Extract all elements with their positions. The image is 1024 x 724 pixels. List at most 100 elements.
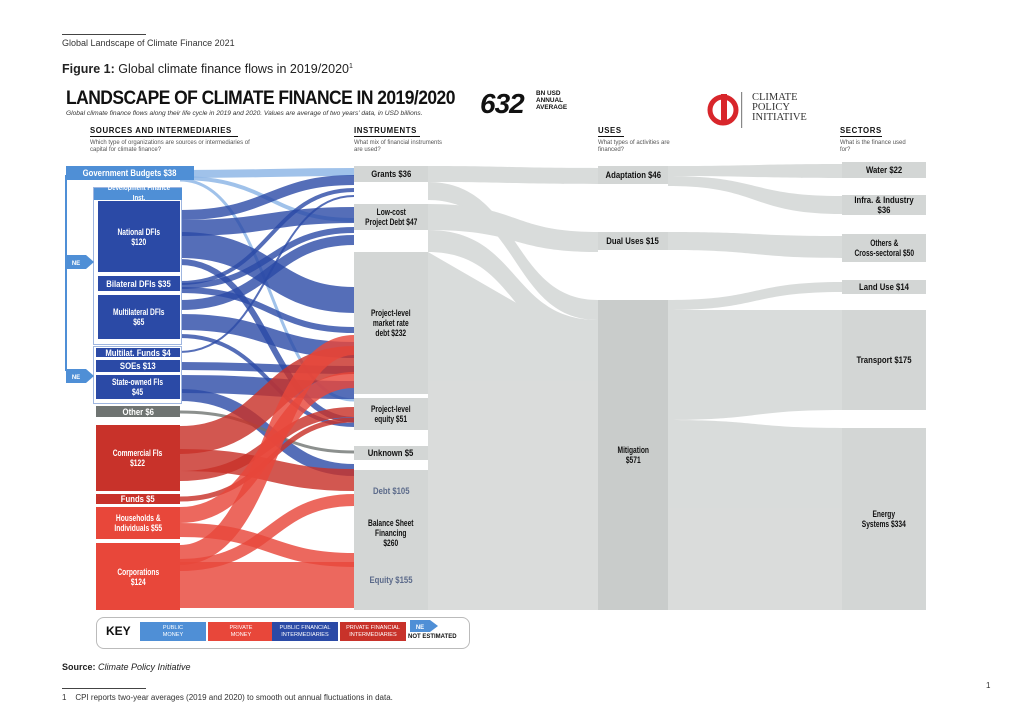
column-heading: SECTORS [840,126,882,137]
use-to-sector-flows [668,164,842,610]
sector-node-transport: Transport $175 [842,310,926,410]
source-label: Multilateral DFIs [113,307,165,317]
instrument-node-project-equity: Project-level equity $51 [354,398,428,430]
column-question: What is the finance used for? [840,140,906,153]
column-heading: USES [598,126,624,137]
instrument-to-use-flows [428,166,598,610]
key-item-label: PUBLIC [162,625,184,631]
ne-badge-icon: NE [66,255,94,269]
flow-bilateral-grants [179,188,355,285]
key-item-private-fi: PRIVATE FINANCIAL INTERMEDIARIES [340,622,406,641]
instrument-node-low-cost-debt: Low-cost Project Debt $47 [354,204,428,230]
instrument-label: Project-level [371,404,411,414]
source-node-corporations: Corporations $124 [96,543,180,610]
flow-mitigation-transport [668,310,842,420]
source-node-multilateral-dfis: Multilateral DFIs $65 [98,295,180,339]
column-question: What types of activities are financed? [598,140,670,153]
flow-national-grants [179,175,355,220]
footnote: 1 CPI reports two-year averages (2019 an… [62,693,393,702]
sector-node-others: Others & Cross-sectoral $50 [842,234,926,262]
column-heading: SOURCES AND INTERMEDIARIES [90,126,238,137]
key-ne-label: NOT ESTIMATED [408,634,457,640]
source-line: Source: Climate Policy Initiative [62,662,191,672]
key-item-private-money: PRIVATE MONEY [208,622,274,641]
source-label: Multilat. Funds $4 [105,347,171,358]
instrument-label: market rate [373,318,409,328]
key-ne-badge-icon: NE [410,620,438,632]
instrument-label: Equity $155 [369,575,413,585]
source-label: Bilateral DFIs $35 [106,278,172,289]
column-question: Which type of organizations are sources … [90,140,250,153]
flow-market-to-mitigation [428,252,598,610]
column-header-instruments: INSTRUMENTS What mix of financial instru… [354,126,444,154]
sector-node-energy: Energy Systems $334 [842,428,926,610]
source-value: Climate Policy Initiative [98,662,191,672]
source-value: $45 [132,387,144,397]
report-title: Global Landscape of Climate Finance 2021 [62,38,235,48]
use-node-adaptation: Adaptation $46 [598,166,668,184]
ne-connector-line [65,175,93,371]
use-label: Mitigation [617,445,649,455]
instrument-label: Low-cost [376,207,406,217]
instrument-label: Unknown $5 [368,448,414,458]
dev-finance-group-label: Development Finance Inst. [94,185,182,202]
instrument-label: Financing [375,528,407,538]
column-header-uses: USES What types of activities are financ… [598,126,688,154]
source-node-bilateral-dfis: Bilateral DFIs $35 [98,276,180,291]
use-label: Dual Uses $15 [606,236,660,246]
source-node-households: Households & Individuals $55 [96,507,180,539]
total-unit-line: ANNUAL [536,97,563,104]
flow-adaptation-infra [668,176,842,214]
instrument-value: $260 [383,538,399,548]
key-item-label: INTERMEDIARIES [281,631,329,638]
flow-bilateral-market [179,287,355,333]
source-value: $65 [133,317,145,327]
private-source-flows [179,335,356,609]
key-item-label: MONEY [230,631,252,638]
key-item-label: PRIVATE FINANCIAL [346,625,400,631]
ne-arrow-lines [65,175,93,371]
cpi-logo-line: POLICY [752,102,790,113]
instrument-node-market-rate-debt: Project-level market rate debt $232 [354,252,428,394]
source-value: $124 [130,576,146,587]
group-label: Development Finance Inst. [107,185,171,202]
flow-bilateral-lowcost [179,227,355,289]
column-header-sources: SOURCES AND INTERMEDIARIES Which type of… [90,126,260,154]
source-node-funds: Funds $5 [96,494,180,504]
ne-badge-icon: NE [66,369,94,383]
sector-value: Systems $334 [861,519,907,529]
figure-title-text: Global climate finance flows in 2019/202… [118,62,349,76]
key-item-public-fi: PUBLIC FINANCIAL INTERMEDIARIES [272,622,338,641]
use-value: $571 [625,455,641,465]
flow-lowcost-mitigation [428,230,598,350]
figure-title: Figure 1: Global climate finance flows i… [62,62,353,76]
column-question: What mix of financial instruments are us… [354,140,443,153]
source-label: Government Budgets $38 [83,168,177,178]
source-label: Other $6 [122,406,154,417]
footnote-text: CPI reports two-year averages (2019 and … [75,693,393,702]
cpi-logo-text: CLIMATE POLICY INITIATIVE [752,92,822,123]
source-label: Funds $5 [121,494,155,504]
sector-label: Infra. & Industry $36 [854,195,914,215]
source-label: SOEs $13 [120,361,156,371]
source-node-commercial-fis: Commercial FIs $122 [96,425,180,491]
use-node-dual-uses: Dual Uses $15 [598,232,668,250]
source-label: Corporations [117,566,159,577]
flow-mitigation-land [668,282,842,310]
diagram-subtitle: Global climate finance flows along their… [66,110,423,117]
flow-dual-others [668,232,842,258]
instrument-value: debt $232 [375,328,407,338]
instrument-value: Project Debt $47 [364,217,418,227]
source-node-national-dfis: National DFIs $120 [98,201,180,272]
sector-value: Cross-sectoral $50 [854,248,914,258]
key-item-label: INTERMEDIARIES [349,631,397,638]
sector-node-land-use: Land Use $14 [842,280,926,294]
ne-badge-text: NE [72,261,80,267]
sector-node-water: Water $22 [842,162,926,178]
flow-multilatfunds-grants [179,195,355,353]
use-label: Adaptation $46 [605,170,661,180]
sector-label: Energy [872,509,896,519]
flow-corporations-bsdebt [179,494,355,571]
sector-label: Water $22 [865,165,903,175]
